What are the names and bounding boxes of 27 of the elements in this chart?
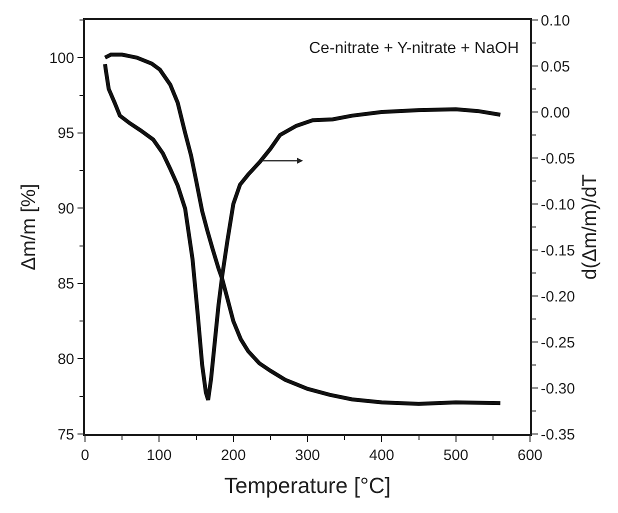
y2-tick-label: -0.15 (540, 242, 575, 260)
y2-tick-label: 0.05 (540, 58, 570, 76)
x-tick-label: 500 (443, 446, 468, 464)
y-tick-label: 85 (58, 276, 74, 293)
y-tick-label: 80 (58, 350, 74, 368)
y-tick-label: 75 (58, 426, 74, 444)
y2-tick-label: -0.05 (540, 150, 575, 168)
y2-tick-label: -0.25 (540, 334, 575, 352)
y-tick-label: 100 (49, 50, 74, 67)
x-tick-label: 200 (220, 446, 246, 464)
x-tick-label: 600 (517, 446, 543, 464)
y2-tick-label: -0.10 (540, 196, 575, 214)
y2-tick-label: 0.00 (540, 104, 570, 122)
x-tick-label: 0 (80, 446, 90, 464)
y2-axis-title: d(Δm/m)/dT (578, 174, 601, 280)
x-tick-label: 300 (294, 446, 320, 464)
y2-tick-label: -0.30 (540, 380, 575, 398)
y2-tick-label: -0.20 (540, 288, 575, 306)
y2-tick-label: 0.10 (540, 12, 570, 30)
y-tick-label: 95 (58, 125, 74, 142)
x-axis-title: Temperature [°C] (224, 473, 391, 498)
x-tick-label: 400 (369, 446, 394, 464)
y2-tick-label: -0.35 (540, 426, 575, 444)
y-tick-label: 90 (58, 200, 74, 218)
annotation: Ce-nitrate + Y-nitrate + NaOH (309, 40, 519, 57)
y-axis-title: Δm/m [%] (18, 184, 40, 270)
x-tick-label: 100 (146, 446, 172, 464)
